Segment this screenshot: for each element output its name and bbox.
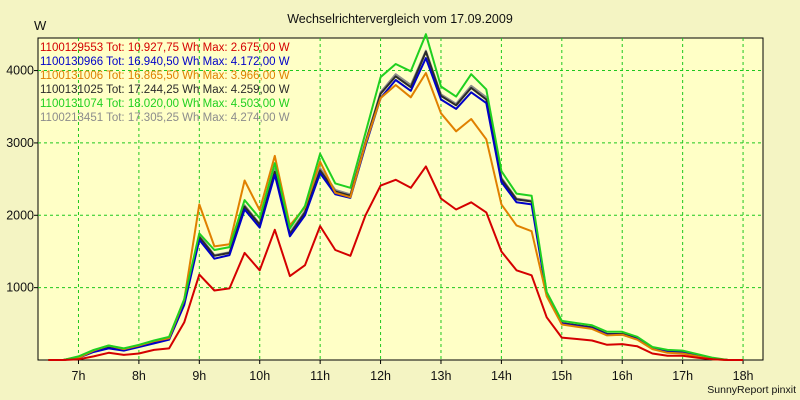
x-tick-label: 14h [491, 369, 512, 383]
y-tick-label: 3000 [6, 136, 34, 150]
legend-item-1100129553: 1100129553 Tot: 10.927,75 Wh Max: 2.675,… [40, 42, 290, 54]
legend-item-1100131025: 1100131025 Tot: 17.244,25 Wh Max: 4.259,… [40, 84, 290, 96]
legend-item-1100131006: 1100131006 Tot: 16.865,50 Wh Max: 3.966,… [40, 70, 290, 82]
series-lines [48, 33, 744, 361]
legend: 1100129553 Tot: 10.927,75 Wh Max: 2.675,… [40, 42, 290, 124]
x-tick-label: 16h [612, 369, 633, 383]
series-line-1100129553 [48, 165, 744, 361]
x-tick-label: 10h [249, 369, 270, 383]
x-tick-label: 7h [72, 369, 86, 383]
x-tick-label: 15h [551, 369, 572, 383]
y-tick-label: 4000 [6, 64, 34, 78]
x-tick-label: 12h [370, 369, 391, 383]
x-tick-label: 8h [132, 369, 146, 383]
x-tick-label: 9h [192, 369, 206, 383]
x-tick-label: 13h [431, 369, 452, 383]
x-tick-label: 17h [672, 369, 693, 383]
x-tick-label: 11h [310, 369, 330, 383]
y-axis-unit: W [34, 18, 47, 33]
y-tick-label: 2000 [6, 208, 34, 222]
legend-item-1100213451: 1100213451 Tot: 17.305,25 Wh Max: 4.274,… [40, 112, 290, 124]
series-line-1100131074 [48, 33, 744, 361]
y-tick-label: 1000 [6, 281, 34, 295]
x-tick-label: 18h [733, 369, 754, 383]
grid [38, 38, 763, 360]
series-line-1100131006 [48, 72, 744, 361]
plot-area [37, 37, 764, 361]
footer-credit: SunnyReport pinxit [707, 384, 796, 396]
x-axis-ticks: 7h 8h 9h 10h 11h 12h 13h 14h 15h 16h 17h 18h [72, 360, 754, 383]
y-axis-ticks: 1000 2000 3000 4000 [6, 64, 38, 295]
legend-item-1100131074: 1100131074 Tot: 18.020,00 Wh Max: 4.503,… [40, 98, 290, 110]
legend-item-1100130966: 1100130966 Tot: 16.940,50 Wh Max: 4.172,… [40, 56, 290, 68]
chart-title: Wechselrichtervergleich vom 17.09.2009 [287, 12, 513, 26]
